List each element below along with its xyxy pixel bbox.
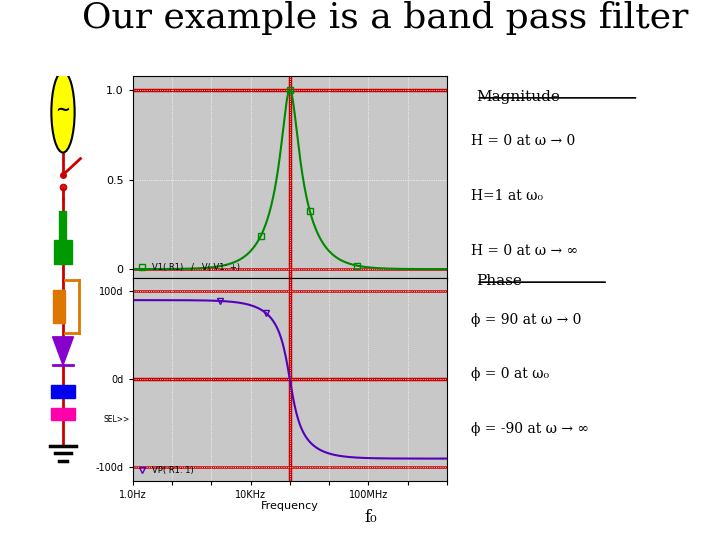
Text: Our example is a band pass filter: Our example is a band pass filter: [82, 1, 688, 35]
Text: ∼: ∼: [55, 101, 71, 119]
Legend: VP( R1: 1): VP( R1: 1): [137, 464, 195, 476]
Text: H = 0 at ω → 0: H = 0 at ω → 0: [472, 134, 575, 149]
X-axis label: Frequency: Frequency: [261, 501, 319, 511]
Text: Phase: Phase: [477, 274, 522, 288]
Circle shape: [51, 71, 75, 152]
Text: ϕ = 90 at ω → 0: ϕ = 90 at ω → 0: [472, 313, 582, 327]
Text: H=1 at ω₀: H=1 at ω₀: [472, 189, 544, 203]
FancyBboxPatch shape: [51, 386, 75, 397]
Legend: V1( R1)   /   V( V1: +): V1( R1) / V( V1: +): [137, 261, 241, 274]
Polygon shape: [53, 291, 66, 322]
Text: ϕ = -90 at ω → ∞: ϕ = -90 at ω → ∞: [472, 422, 589, 436]
Text: f₀: f₀: [364, 510, 377, 526]
Polygon shape: [53, 337, 73, 365]
Text: ϕ = 0 at ω₀: ϕ = 0 at ω₀: [472, 367, 549, 381]
Text: SEL>>: SEL>>: [103, 415, 130, 424]
FancyBboxPatch shape: [51, 408, 75, 420]
Text: H = 0 at ω → ∞: H = 0 at ω → ∞: [472, 244, 578, 258]
Text: Magnitude: Magnitude: [477, 90, 560, 104]
FancyBboxPatch shape: [54, 240, 72, 264]
